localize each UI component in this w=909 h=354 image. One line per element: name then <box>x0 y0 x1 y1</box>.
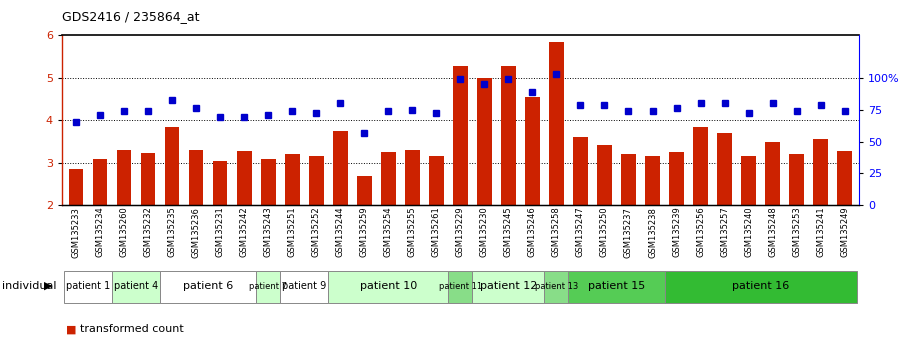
Bar <box>261 159 275 205</box>
Text: patient 12: patient 12 <box>480 281 537 291</box>
Bar <box>765 142 780 205</box>
Bar <box>477 78 492 205</box>
Bar <box>568 271 664 303</box>
Bar <box>69 169 84 205</box>
Bar <box>117 150 132 205</box>
Bar <box>814 139 828 205</box>
Bar <box>837 151 852 205</box>
Bar <box>501 66 515 205</box>
Bar <box>448 271 473 303</box>
Bar <box>93 159 107 205</box>
Bar <box>717 133 732 205</box>
Text: patient 1: patient 1 <box>66 281 110 291</box>
Bar <box>165 127 179 205</box>
Bar <box>285 154 300 205</box>
Bar <box>454 66 467 205</box>
Bar <box>237 151 252 205</box>
Text: patient 13: patient 13 <box>534 281 578 291</box>
Text: patient 7: patient 7 <box>249 281 287 291</box>
Bar <box>525 97 540 205</box>
Bar <box>429 156 444 205</box>
Text: patient 15: patient 15 <box>588 281 645 291</box>
Bar <box>664 271 856 303</box>
Bar <box>789 154 804 205</box>
Text: transformed count: transformed count <box>80 324 184 335</box>
Text: individual: individual <box>2 281 56 291</box>
Bar <box>141 154 155 205</box>
Bar <box>473 271 544 303</box>
Bar <box>189 150 204 205</box>
Text: ▶: ▶ <box>45 281 53 291</box>
Bar <box>669 152 684 205</box>
Text: ■: ■ <box>65 324 76 335</box>
Bar <box>160 271 256 303</box>
Bar <box>309 156 324 205</box>
Bar <box>742 156 755 205</box>
Bar <box>280 271 328 303</box>
Text: patient 9: patient 9 <box>282 281 326 291</box>
Bar <box>574 137 588 205</box>
Text: patient 11: patient 11 <box>439 281 482 291</box>
Bar <box>621 154 635 205</box>
Text: patient 4: patient 4 <box>115 281 158 291</box>
Bar <box>213 161 227 205</box>
Bar <box>381 152 395 205</box>
Bar <box>549 42 564 205</box>
Text: patient 10: patient 10 <box>360 281 417 291</box>
Text: patient 6: patient 6 <box>183 281 234 291</box>
Bar <box>333 131 347 205</box>
Text: GDS2416 / 235864_at: GDS2416 / 235864_at <box>62 10 199 23</box>
Bar <box>328 271 448 303</box>
Bar <box>112 271 160 303</box>
Bar <box>694 127 708 205</box>
Bar <box>256 271 280 303</box>
Bar <box>544 271 568 303</box>
Text: patient 16: patient 16 <box>732 281 789 291</box>
Bar <box>405 150 420 205</box>
Bar <box>597 145 612 205</box>
Bar <box>65 271 112 303</box>
Bar <box>357 176 372 205</box>
Bar <box>645 156 660 205</box>
